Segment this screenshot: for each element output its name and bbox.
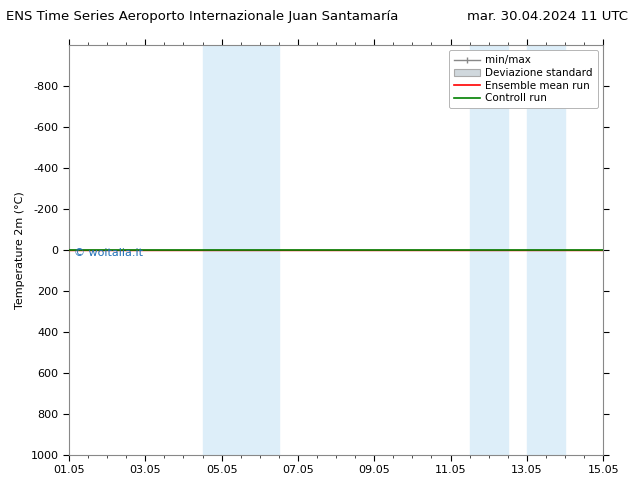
Text: ENS Time Series Aeroporto Internazionale Juan Santamaría: ENS Time Series Aeroporto Internazionale… [6, 10, 399, 23]
Bar [470, 45, 508, 455]
Bar [527, 45, 565, 455]
Legend: min/max, Deviazione standard, Ensemble mean run, Controll run: min/max, Deviazione standard, Ensemble m… [449, 50, 598, 108]
Text: mar. 30.04.2024 11 UTC: mar. 30.04.2024 11 UTC [467, 10, 628, 23]
Bar [241, 45, 279, 455]
Y-axis label: Temperature 2m (°C): Temperature 2m (°C) [15, 191, 25, 309]
Text: © woitalia.it: © woitalia.it [74, 248, 143, 258]
Bar [202, 45, 241, 455]
